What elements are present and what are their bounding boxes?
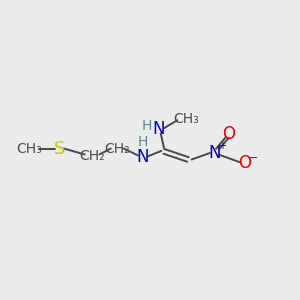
Text: CH₂: CH₂ [79, 149, 105, 163]
Text: CH₃: CH₃ [17, 142, 43, 155]
Text: N: N [153, 120, 165, 138]
Text: N: N [208, 144, 221, 162]
Text: CH₂: CH₂ [104, 142, 130, 155]
Text: +: + [218, 140, 226, 151]
Text: −: − [247, 152, 258, 164]
Text: O: O [222, 125, 235, 143]
Text: S: S [54, 140, 65, 158]
Text: N: N [136, 148, 149, 166]
Text: O: O [238, 154, 252, 172]
Text: H: H [137, 135, 148, 149]
Text: H: H [141, 119, 152, 133]
Text: CH₃: CH₃ [173, 112, 199, 126]
